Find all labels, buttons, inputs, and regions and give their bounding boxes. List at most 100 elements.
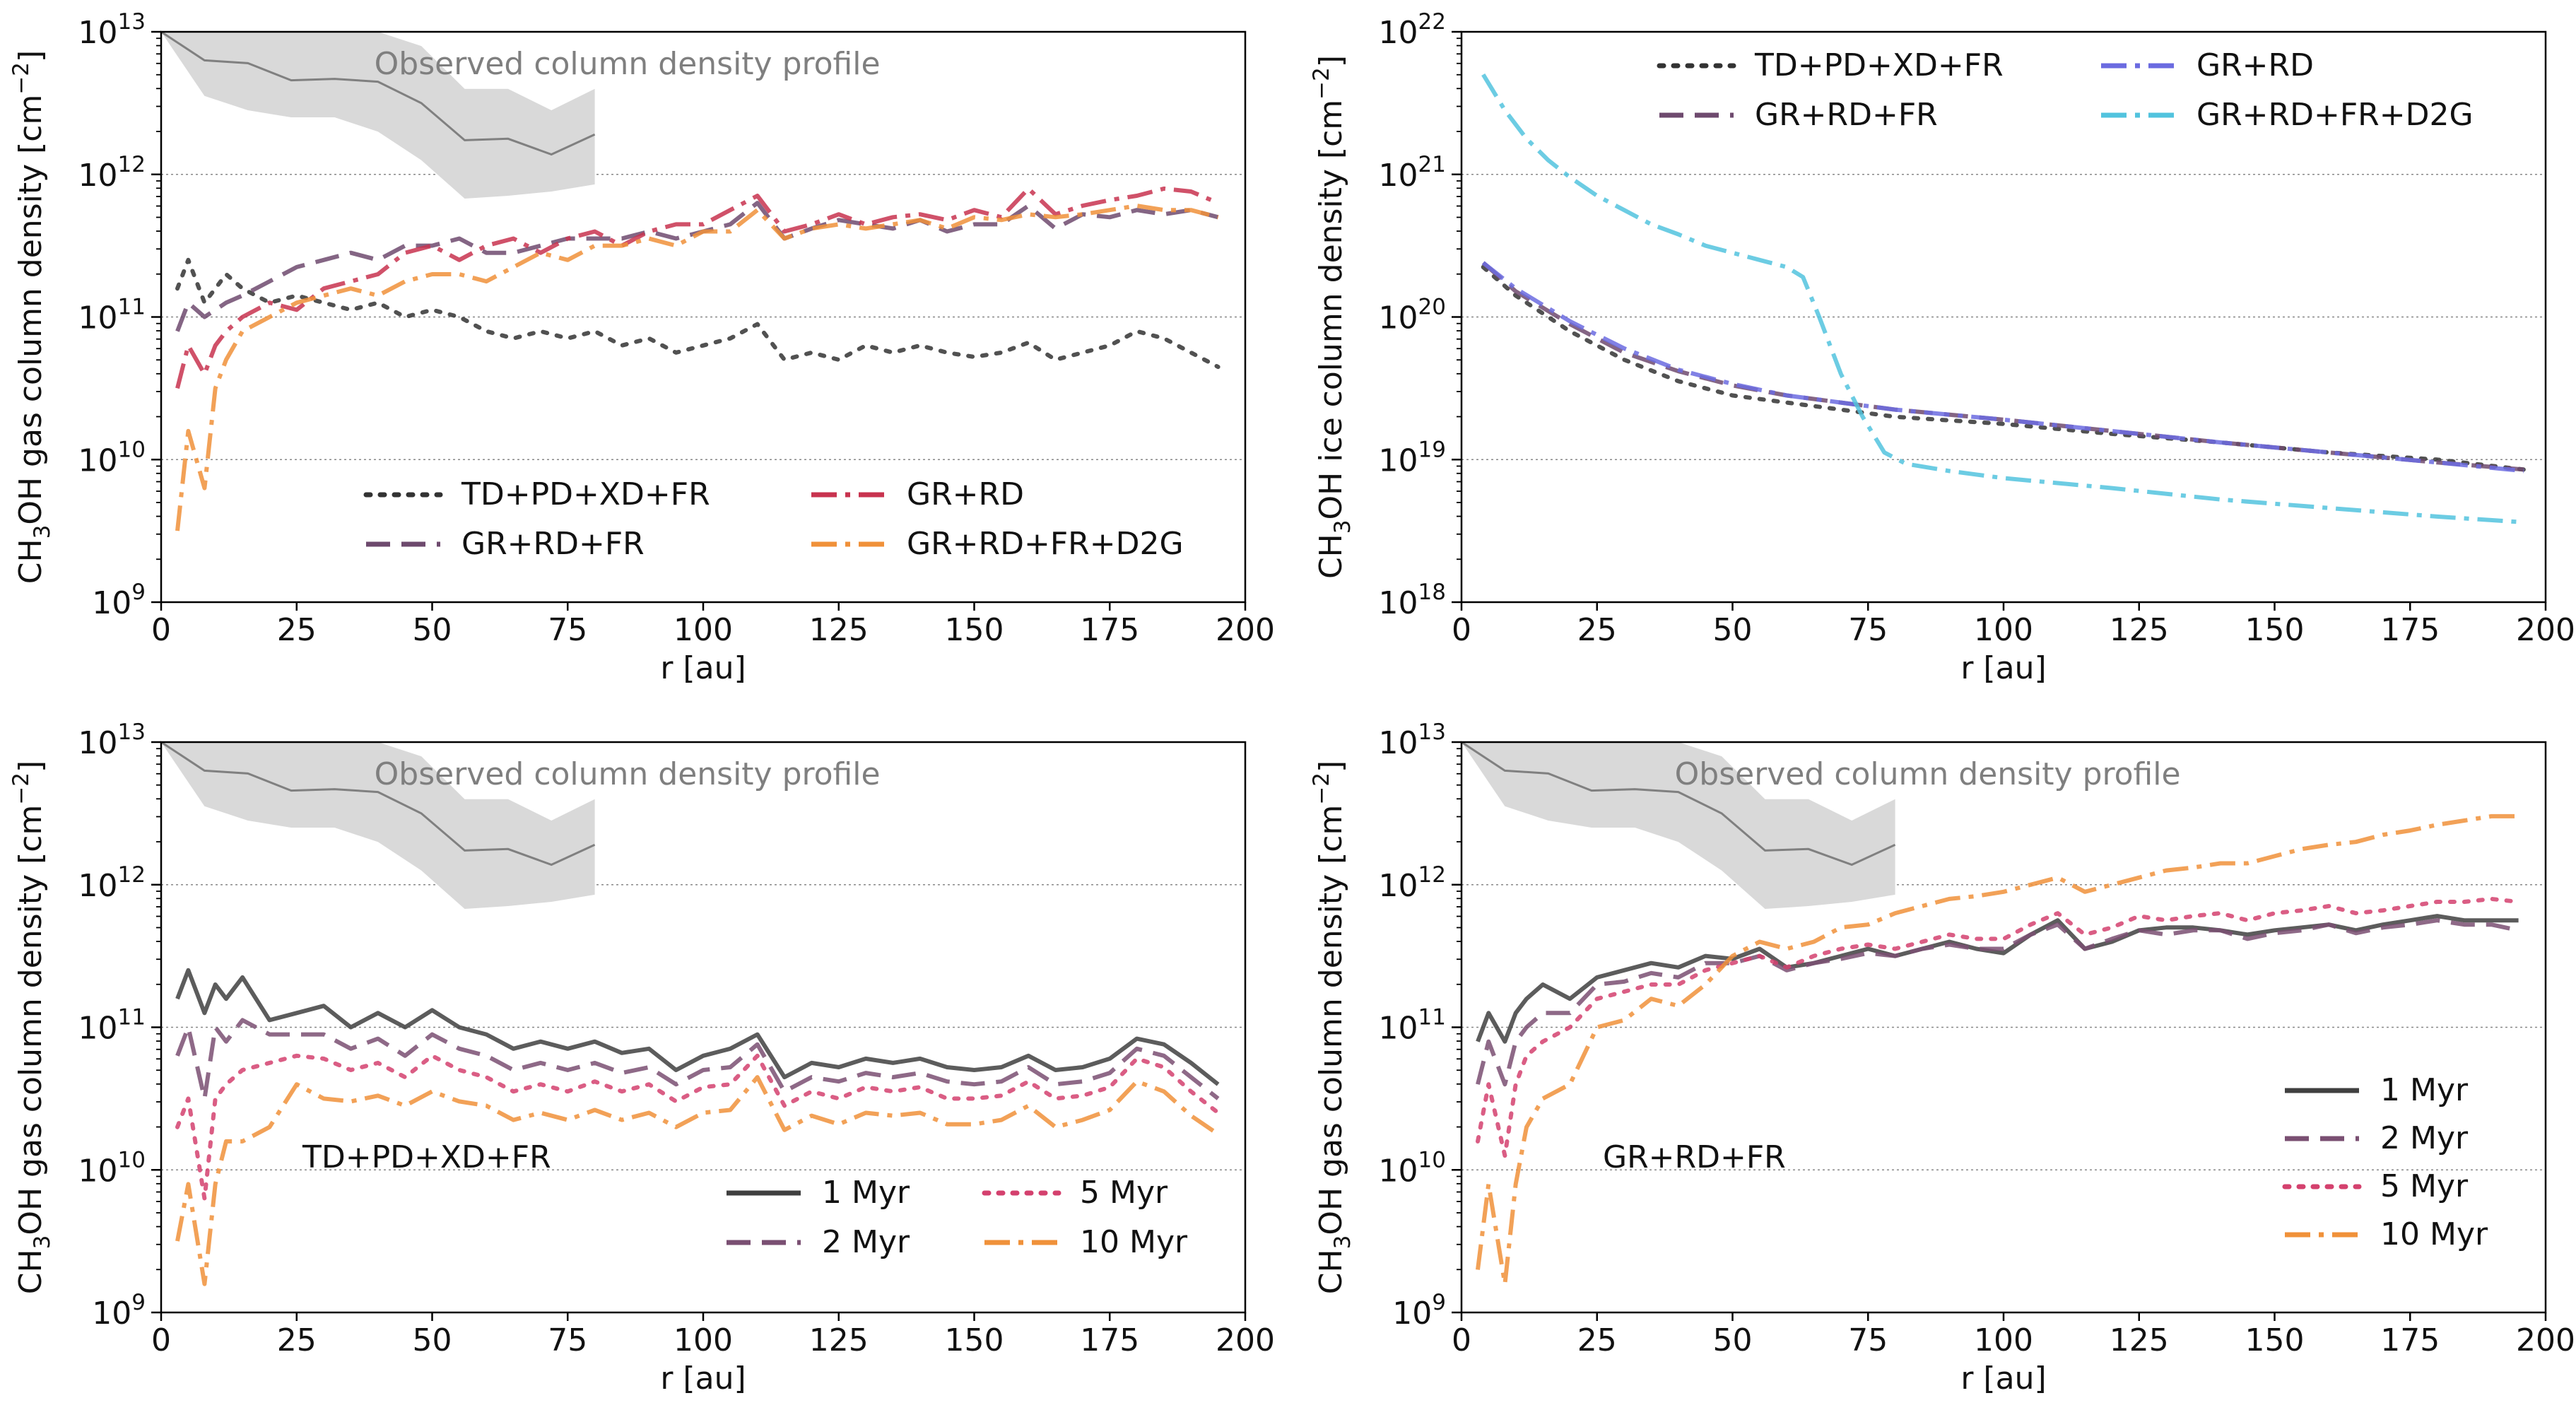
series-line-2-myr (1476, 918, 2519, 1087)
y-label-end: ] (1313, 760, 1349, 772)
legend: 1 Myr 5 Myr 2 Myr 10 Myr (727, 1175, 1188, 1260)
legend-item: GR+RD+FR+D2G (811, 526, 1184, 562)
x-tick-label: 75 (548, 1322, 587, 1358)
y-tick-exponent: 10 (118, 1147, 146, 1173)
legend-label: TD+PD+XD+FR (461, 476, 710, 512)
series-line-gr-rd-fr-d2g (175, 204, 1219, 531)
y-tick-label: 1010 (78, 437, 146, 478)
y-tick-label: 1011 (1379, 1005, 1446, 1047)
x-tick-label: 0 (1452, 1322, 1471, 1358)
series-line-5-myr (175, 1053, 1221, 1201)
legend-label: 1 Myr (2380, 1072, 2469, 1108)
observed-profile-line (161, 32, 596, 156)
x-tick-label: 200 (2516, 612, 2575, 648)
y-tick-exponent: 20 (1418, 295, 1446, 320)
y-tick-exponent: 18 (1418, 580, 1446, 605)
x-tick-label: 175 (1080, 612, 1139, 648)
y-label-rest: OH ice column density [cm (1313, 100, 1349, 520)
y-label-sub: 3 (30, 1235, 55, 1250)
legend-label: 5 Myr (1080, 1175, 1168, 1211)
x-axis-label: r [au] (660, 1361, 746, 1397)
legend-label: TD+PD+XD+FR (1754, 47, 2004, 83)
series-line-gr-rd-fr-d2g (1481, 73, 2524, 524)
x-tick-label: 175 (1080, 1322, 1139, 1358)
legend-item: 5 Myr (982, 1175, 1168, 1211)
y-label-rest: OH gas column density [cm (1313, 805, 1349, 1235)
x-tick-label: 200 (1216, 612, 1275, 648)
y-tick-label: 1011 (78, 295, 146, 336)
x-tick-label: 25 (1577, 1322, 1617, 1358)
y-axis-label: CH3OH gas column density [cm−2] (8, 50, 55, 584)
series-line-1-myr (175, 968, 1220, 1086)
legend: TD+PD+XD+FR GR+RD GR+RD+FR GR+RD+FR+D2G (1657, 47, 2474, 133)
x-tick-label: 75 (548, 612, 587, 648)
observed-uncertainty-band (161, 32, 595, 199)
legend: 1 Myr 2 Myr 5 Myr 10 Myr (2282, 1072, 2488, 1252)
y-label-main: CH (13, 1249, 49, 1294)
y-tick-base: 10 (1379, 158, 1418, 194)
y-label-main: CH (1313, 1249, 1349, 1294)
legend-label: 2 Myr (2380, 1120, 2469, 1156)
y-tick-exponent: 9 (1432, 1290, 1446, 1315)
y-tick-exponent: 9 (131, 580, 146, 605)
y-tick-label: 1011 (78, 1005, 146, 1047)
y-tick-base: 10 (78, 1011, 118, 1047)
y-tick-label: 109 (1392, 1290, 1446, 1332)
y-tick-exponent: 12 (1418, 862, 1446, 888)
x-tick-label: 100 (674, 612, 733, 648)
y-tick-exponent: 13 (118, 719, 146, 745)
legend: TD+PD+XD+FR GR+RD GR+RD+FR GR+RD+FR+D2G (363, 476, 1184, 562)
y-tick-exponent: 22 (1418, 9, 1446, 35)
y-tick-label: 1013 (78, 9, 146, 51)
y-tick-exponent: 11 (118, 295, 146, 320)
x-tick-label: 175 (2380, 1322, 2440, 1358)
legend-item: TD+PD+XD+FR (363, 476, 710, 512)
series-line-5-myr (1476, 896, 2521, 1158)
x-tick-label: 125 (809, 612, 869, 648)
observed-uncertainty-band (161, 742, 595, 910)
legend-label: GR+RD+FR (1755, 97, 1938, 133)
y-label-main: CH (13, 539, 49, 584)
y-label-end: ] (1313, 55, 1349, 67)
legend-item: 2 Myr (727, 1224, 910, 1260)
x-tick-label: 200 (2516, 1322, 2575, 1358)
series-line-gr-rd-fr (175, 201, 1219, 332)
legend-label: GR+RD+FR+D2G (907, 526, 1184, 562)
y-label-sup: −2 (1309, 772, 1334, 805)
legend-label: GR+RD+FR+D2G (2196, 97, 2474, 133)
y-tick-base: 10 (78, 300, 118, 336)
y-label-main: CH (1313, 534, 1349, 579)
legend-label: 5 Myr (2380, 1168, 2469, 1204)
series-line-1-myr (1476, 914, 2519, 1044)
x-tick-label: 50 (1713, 1322, 1753, 1358)
y-label-sub: 3 (1330, 520, 1355, 534)
y-tick-base: 10 (78, 725, 118, 761)
observed-profile-label: Observed column density profile (375, 756, 881, 792)
y-tick-base: 10 (78, 158, 118, 194)
y-tick-exponent: 10 (1418, 1147, 1446, 1173)
legend-label: GR+RD (2196, 47, 2314, 83)
y-tick-label: 109 (92, 1290, 146, 1332)
series-line-2-myr (175, 1018, 1220, 1101)
y-tick-exponent: 10 (118, 437, 146, 462)
panel-annotation: GR+RD+FR (1603, 1139, 1786, 1175)
y-tick-base: 10 (1379, 1153, 1418, 1189)
x-tick-label: 50 (1713, 612, 1753, 648)
y-label-sup: −2 (8, 772, 34, 805)
x-tick-label: 75 (1848, 612, 1888, 648)
x-tick-label: 0 (151, 612, 171, 648)
x-axis-label: r [au] (1960, 1361, 2046, 1397)
plot-area (1462, 742, 2521, 1286)
y-tick-label: 1013 (78, 719, 146, 761)
y-tick-label: 1012 (78, 862, 146, 904)
legend-item: 1 Myr (727, 1175, 910, 1211)
y-tick-label: 1018 (1379, 580, 1446, 621)
y-tick-label: 1022 (1379, 9, 1446, 51)
y-tick-exponent: 11 (118, 1005, 146, 1030)
legend-item: TD+PD+XD+FR (1657, 47, 2004, 83)
x-tick-label: 125 (2110, 1322, 2169, 1358)
y-tick-base: 10 (92, 1296, 131, 1332)
y-tick-base: 10 (1379, 1011, 1418, 1047)
y-label-end: ] (13, 50, 49, 62)
